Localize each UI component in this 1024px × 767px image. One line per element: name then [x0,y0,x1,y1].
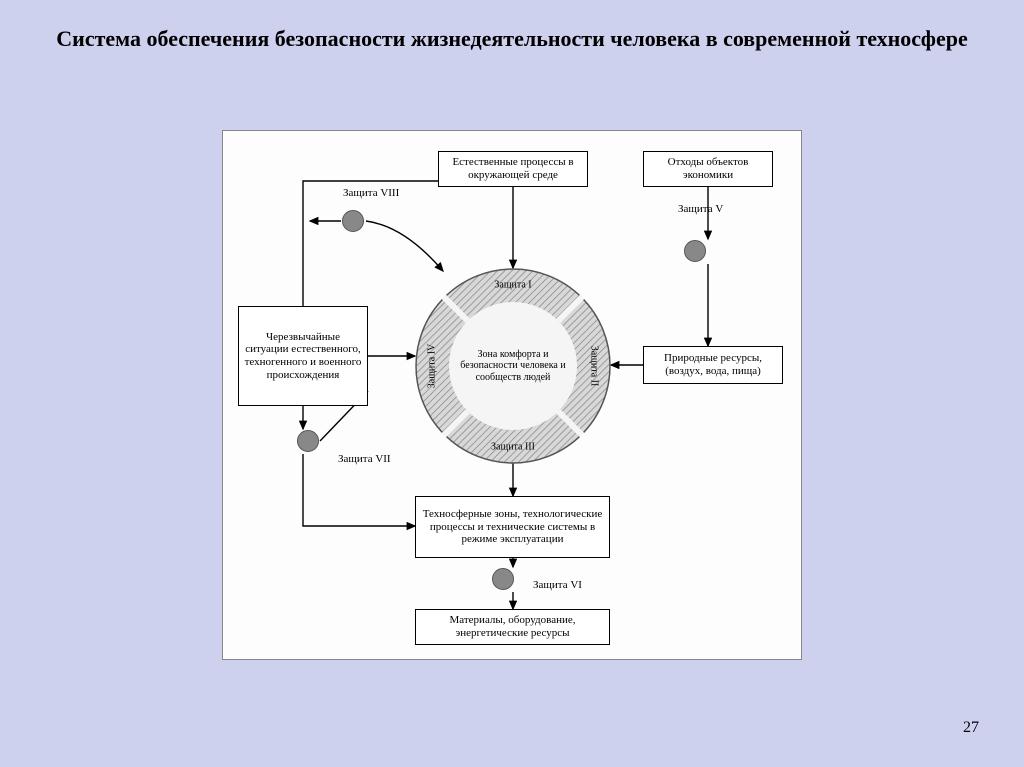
label-protection-6: Защита VI [533,579,582,591]
ring-segment-label: Защита II [589,346,600,387]
ring-segment-label: Защита IV [427,344,438,388]
diagram-container: Зона комфорта и безопасности человека и … [222,130,802,660]
box-env-processes: Естественные процессы в окружающей среде [438,151,588,187]
box-technosphere: Техносферные зоны, технологические проце… [415,496,610,558]
label-protection-8: Защита VIII [343,187,399,199]
center-ring: Зона комфорта и безопасности человека и … [415,268,611,464]
box-resources: Природные ресурсы, (воздух, вода, пища) [643,346,783,384]
label-protection-7: Защита VII [338,453,391,465]
node-dot-5 [684,240,706,262]
box-materials: Материалы, оборудование, энергетические … [415,609,610,645]
page-number: 27 [963,719,979,737]
ring-segment-label: Защита I [494,280,531,291]
page-title: Система обеспечения безопасности жизнеде… [0,0,1024,54]
slide: Система обеспечения безопасности жизнеде… [0,0,1024,767]
node-dot-8 [342,210,364,232]
node-dot-6 [492,568,514,590]
label-protection-5: Защита V [678,203,723,215]
node-dot-7 [297,430,319,452]
ring-segment-label: Защита III [491,442,535,453]
center-text: Зона комфорта и безопасности человека и … [449,302,577,430]
box-emergencies: Черезвычайные ситуации естественного, те… [238,306,368,406]
box-waste: Отходы объектов экономики [643,151,773,187]
